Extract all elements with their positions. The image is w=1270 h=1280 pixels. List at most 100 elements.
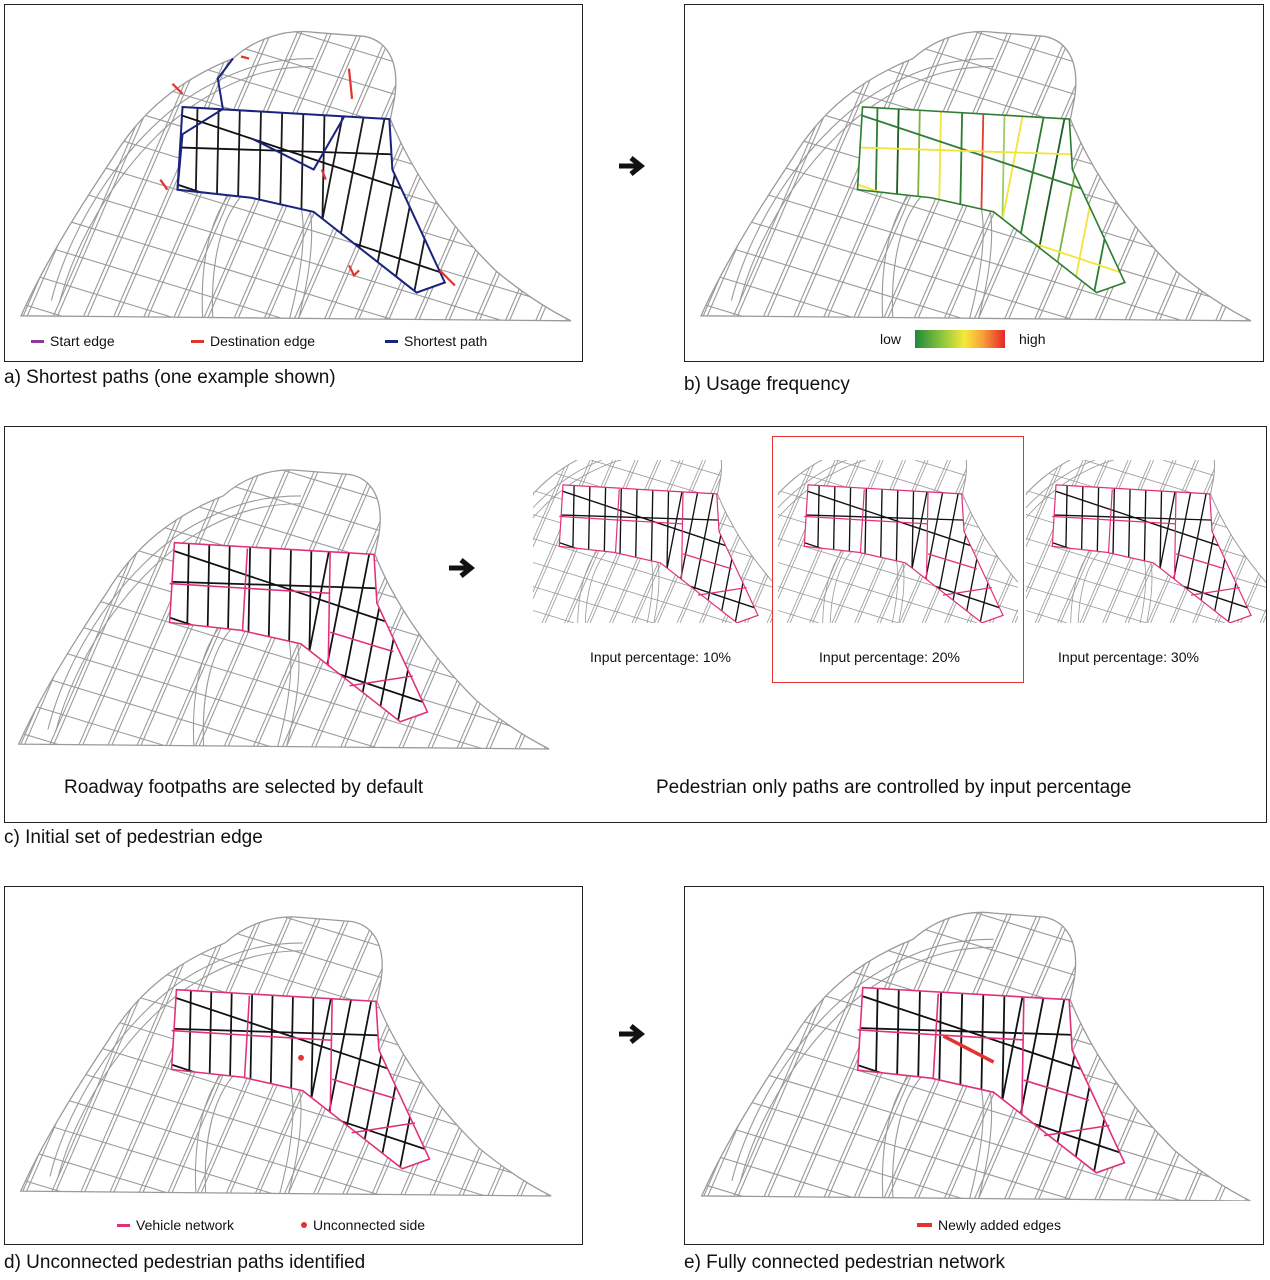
pedestrian-edge xyxy=(857,1026,1075,1036)
legend-vehicle-network: Vehicle network xyxy=(117,1217,234,1233)
street-line xyxy=(18,469,117,705)
street-line xyxy=(18,666,279,749)
map-fully-connected xyxy=(700,911,1251,1201)
street-line xyxy=(21,31,127,284)
vehicle-road xyxy=(804,515,929,525)
street-line xyxy=(241,916,552,1000)
region-outline xyxy=(168,541,429,723)
legend-usage-scale: low high xyxy=(880,330,1045,348)
vehicle-road xyxy=(351,1122,416,1134)
street-line xyxy=(20,916,90,1084)
street-line xyxy=(250,31,571,118)
input-percentage-20-label[interactable]: Input percentage: 20% xyxy=(819,649,960,665)
city-outline xyxy=(700,30,1252,322)
street-line xyxy=(701,31,746,145)
street-line xyxy=(1188,1047,1251,1201)
street-line xyxy=(20,1051,486,1196)
street-line xyxy=(1036,31,1251,86)
region-border xyxy=(856,986,1126,1174)
street-line xyxy=(18,635,382,749)
street-line xyxy=(18,604,484,749)
vehicle-road xyxy=(241,548,249,631)
region-outline xyxy=(558,484,759,623)
street-line xyxy=(701,300,758,321)
vehicle-road xyxy=(171,1029,333,1042)
destination-edge xyxy=(347,264,360,278)
region-border xyxy=(856,106,1126,294)
unconnected-side-dot xyxy=(301,1222,307,1228)
region-outline xyxy=(1051,484,1252,623)
street-line xyxy=(22,469,150,749)
destination-edge xyxy=(347,68,354,99)
region-border xyxy=(170,988,431,1170)
street-line xyxy=(1123,912,1251,1201)
street-line xyxy=(51,469,179,749)
street-line xyxy=(107,916,236,1196)
legend-label: Vehicle network xyxy=(136,1217,235,1233)
street-line xyxy=(21,300,78,321)
caption-c: c) Initial set of pedestrian edge xyxy=(4,827,263,848)
street-line xyxy=(1011,609,1018,623)
destination-edge xyxy=(171,82,184,95)
map-roadway-default xyxy=(17,469,550,750)
street-line xyxy=(508,166,571,321)
vehicle-road xyxy=(349,675,414,687)
street-line xyxy=(21,31,97,214)
caption-b: b) Usage frequency xyxy=(684,374,850,395)
vehicle-road xyxy=(1021,997,1025,1116)
panel-a: Start edge Destination edge Shortest pat… xyxy=(4,4,583,362)
vehicle-road xyxy=(1190,587,1240,596)
vehicle-road xyxy=(1107,489,1113,553)
vehicle-road xyxy=(1023,1079,1090,1102)
street-line xyxy=(1249,306,1251,321)
vehicle-network-swatch xyxy=(117,1223,130,1227)
pedestrian-edge xyxy=(804,514,966,521)
vehicle-road xyxy=(925,492,929,581)
input-percentage-10-label[interactable]: Input percentage: 10% xyxy=(590,649,731,665)
street-line xyxy=(1014,616,1018,623)
street-line xyxy=(18,469,59,570)
region-outline xyxy=(176,57,447,294)
street-line xyxy=(1184,157,1251,321)
map-unconnected xyxy=(19,916,552,1197)
street-line xyxy=(111,31,244,321)
street-line xyxy=(791,31,924,321)
street-line xyxy=(1026,460,1042,496)
street-line xyxy=(1142,912,1251,934)
curved-road xyxy=(49,942,303,1177)
pedestrian-edge xyxy=(1052,514,1214,521)
street-line xyxy=(18,729,74,749)
street-line xyxy=(543,726,550,749)
vehicle-road xyxy=(932,993,940,1079)
shortest-path-swatch xyxy=(385,339,398,343)
legend-newly-added-edges: Newly added edges xyxy=(917,1217,1061,1233)
street-line xyxy=(701,912,803,1155)
street-line xyxy=(1142,31,1251,53)
legend-label: Start edge xyxy=(50,333,115,349)
street-line xyxy=(487,1038,552,1196)
unconnected-side-dot xyxy=(298,1054,304,1061)
street-line xyxy=(50,31,184,321)
map-usage-frequency xyxy=(700,30,1252,322)
region-border xyxy=(168,541,429,723)
street-line xyxy=(432,916,552,1196)
street-line xyxy=(1036,912,1251,966)
legend-label: Unconnected side xyxy=(313,1217,426,1233)
region-border xyxy=(176,105,447,294)
city-outline xyxy=(17,469,550,750)
street-line xyxy=(701,235,971,321)
street-line xyxy=(539,236,571,321)
street-line xyxy=(533,610,574,623)
street-line xyxy=(356,31,571,86)
panel-b: low high xyxy=(684,4,1264,362)
street-line xyxy=(21,203,397,321)
street-line xyxy=(448,31,571,321)
street-line xyxy=(21,31,66,145)
street-line xyxy=(1128,912,1251,1201)
street-line xyxy=(1218,1117,1251,1201)
input-percentage-30-label[interactable]: Input percentage: 30% xyxy=(1058,649,1199,665)
street-line xyxy=(20,916,119,1152)
map-shortest-paths xyxy=(20,30,572,322)
street-line xyxy=(20,916,65,1026)
legend-shortest-path: Shortest path xyxy=(385,333,487,349)
